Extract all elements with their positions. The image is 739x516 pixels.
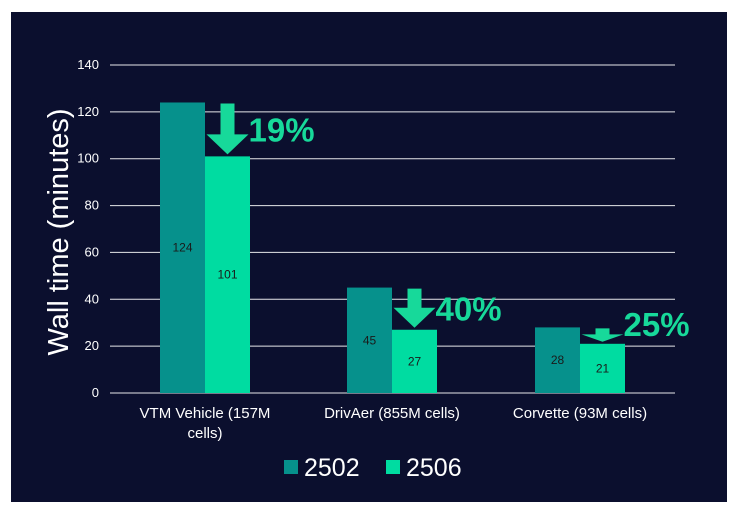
reduction-arrow-1 — [393, 288, 436, 328]
bar-2502-1 — [347, 287, 392, 393]
y-tick-label-60: 60 — [85, 244, 99, 259]
reduction-percent-2: 25% — [624, 306, 690, 343]
legend-swatch-2502 — [284, 460, 298, 474]
x-category-label-0-1: cells) — [187, 425, 222, 442]
y-tick-label-120: 120 — [77, 104, 99, 119]
y-axis-ticks: 0 20 40 60 80 100 120 140 — [77, 57, 99, 400]
x-category-label-0-0: VTM Vehicle (157M — [140, 405, 271, 422]
data-label-2502-0: 124 — [172, 241, 192, 255]
chart-panel — [11, 12, 727, 502]
legend-label-2502: 2502 — [304, 454, 360, 482]
x-axis-category-labels: VTM Vehicle (157M cells) DrivAer (855M cel… — [140, 405, 648, 442]
bar-2506-2 — [580, 343, 625, 393]
data-label-2506-1: 27 — [408, 354, 422, 368]
reduction-arrow-2 — [581, 328, 624, 342]
y-tick-label-140: 140 — [77, 57, 99, 72]
y-tick-label-0: 0 — [92, 385, 99, 400]
bar-2506-0 — [205, 156, 250, 393]
x-category-label-2-0: Corvette (93M cells) — [513, 405, 647, 422]
bar-2506-1 — [392, 329, 437, 393]
bars: 124 45 28 101 27 21 — [160, 102, 625, 393]
reduction-annotations: 19% 40% 25% — [206, 103, 690, 343]
x-category-label-1-0: DrivAer (855M cells) — [324, 405, 460, 422]
y-tick-label-80: 80 — [85, 198, 99, 213]
y-tick-label-100: 100 — [77, 151, 99, 166]
legend-swatch-2506 — [386, 460, 400, 474]
bar-2502-0 — [160, 102, 205, 393]
legend-label-2506: 2506 — [406, 454, 462, 482]
reduction-percent-1: 40% — [436, 291, 502, 328]
bar-2502-2 — [535, 327, 580, 393]
data-label-2506-0: 101 — [217, 268, 237, 282]
data-label-2502-1: 45 — [363, 333, 377, 347]
y-tick-label-40: 40 — [85, 291, 99, 306]
data-label-2506-2: 21 — [596, 361, 610, 375]
data-label-2502-2: 28 — [551, 353, 565, 367]
reduction-percent-0: 19% — [249, 111, 315, 148]
y-tick-label-20: 20 — [85, 338, 99, 353]
legend: 2502 2506 — [284, 454, 462, 482]
y-axis-label: Wall time (minutes) — [43, 108, 75, 355]
reduction-arrow-0 — [206, 103, 249, 155]
